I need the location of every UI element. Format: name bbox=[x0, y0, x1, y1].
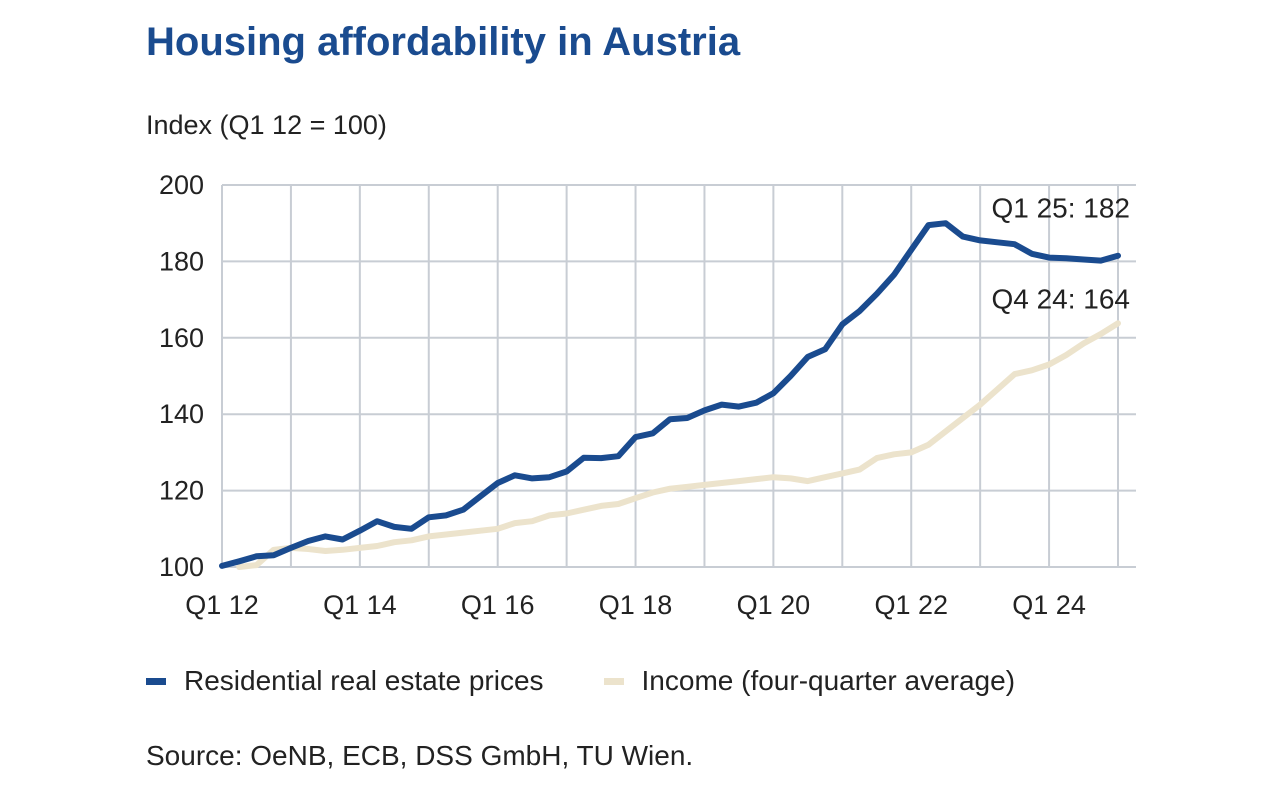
x-tick-label: Q1 22 bbox=[874, 590, 948, 620]
legend-swatch-income bbox=[603, 677, 624, 685]
y-tick-label-120: 120 bbox=[159, 476, 204, 506]
legend-label-income: Income (four-quarter average) bbox=[641, 665, 1016, 696]
y-tick-label-100: 100 bbox=[159, 552, 204, 582]
x-tick-label: Q1 20 bbox=[737, 590, 811, 620]
legend-label-prices: Residential real estate prices bbox=[184, 665, 544, 696]
x-tick-label: Q1 18 bbox=[599, 590, 673, 620]
x-tick-label: Q1 14 bbox=[323, 590, 397, 620]
axes: 100 120 140 160 180 200 Q1 12 Q1 14 Q1 16 Q1 18 Q1… bbox=[159, 170, 1086, 620]
legend: Residential real estate prices Income (f… bbox=[146, 665, 1075, 697]
annotation-label: Q4 24: 164 bbox=[991, 283, 1130, 314]
annotations: Q1 25: 182 Q4 24: 164 bbox=[991, 193, 1130, 315]
legend-swatch-prices bbox=[146, 677, 166, 685]
grid bbox=[221, 184, 1136, 568]
series-group bbox=[219, 220, 1121, 570]
legend-item-prices: Residential real estate prices bbox=[146, 665, 544, 697]
y-tick-label-200: 200 bbox=[159, 170, 204, 200]
source-note: Source: OeNB, ECB, DSS GmbH, TU Wien. bbox=[146, 740, 694, 771]
x-tick-label: Q1 12 bbox=[185, 590, 259, 620]
series-line-income bbox=[236, 320, 1121, 570]
annotation-label: Q1 25: 182 bbox=[991, 193, 1130, 224]
chart-title: Housing affordability in Austria bbox=[146, 20, 741, 64]
y-tick-label-180: 180 bbox=[159, 246, 204, 276]
y-tick-label-160: 160 bbox=[159, 323, 204, 353]
y-tick-label-140: 140 bbox=[159, 399, 204, 429]
x-tick-label: Q1 24 bbox=[1012, 590, 1086, 620]
series-line-prices bbox=[219, 220, 1121, 569]
legend-item-income: Income (four-quarter average) bbox=[603, 665, 1016, 697]
x-tick-label: Q1 16 bbox=[461, 590, 535, 620]
y-axis-label: Index (Q1 12 = 100) bbox=[146, 110, 387, 140]
